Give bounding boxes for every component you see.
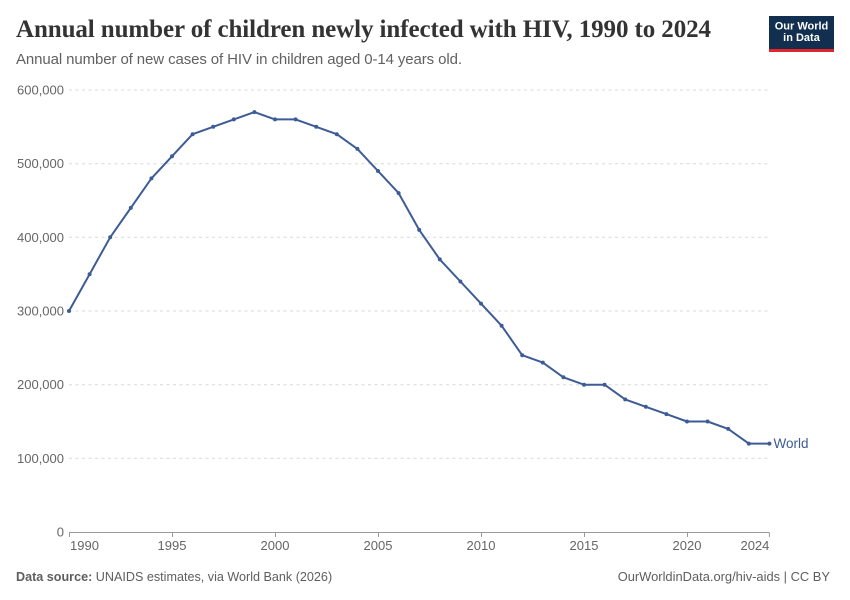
svg-text:1990: 1990 (70, 538, 99, 553)
svg-text:200,000: 200,000 (17, 377, 64, 392)
svg-text:2024: 2024 (740, 538, 769, 553)
svg-text:500,000: 500,000 (17, 156, 64, 171)
svg-text:World: World (774, 436, 809, 451)
svg-text:2005: 2005 (364, 538, 393, 553)
svg-text:Data source: UNAIDS estimates,: Data source: UNAIDS estimates, via World… (16, 570, 332, 584)
svg-text:600,000: 600,000 (17, 83, 64, 98)
svg-text:100,000: 100,000 (17, 451, 64, 466)
svg-text:2000: 2000 (261, 538, 290, 553)
svg-text:300,000: 300,000 (17, 304, 64, 319)
svg-text:1995: 1995 (158, 538, 187, 553)
svg-text:in Data: in Data (783, 32, 821, 44)
svg-text:Our World: Our World (775, 21, 829, 33)
svg-text:OurWorldinData.org/hiv-aids |: OurWorldinData.org/hiv-aids | CC BY (618, 569, 831, 584)
svg-text:400,000: 400,000 (17, 230, 64, 245)
svg-text:0: 0 (57, 525, 64, 540)
svg-text:2015: 2015 (570, 538, 599, 553)
svg-text:Annual number of children newl: Annual number of children newly infected… (16, 16, 712, 43)
svg-text:2020: 2020 (673, 538, 702, 553)
svg-text:2010: 2010 (467, 538, 496, 553)
svg-text:Annual number of new cases of: Annual number of new cases of HIV in chi… (16, 51, 462, 68)
